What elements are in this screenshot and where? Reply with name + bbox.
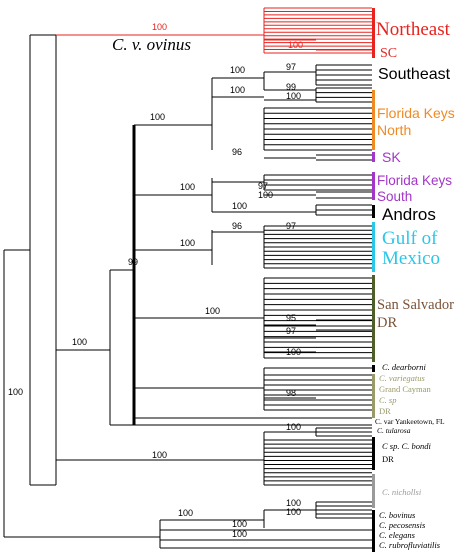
label-tularosa: C. tularosa	[377, 426, 411, 435]
tree-branches	[3, 7, 372, 549]
clade-bars	[372, 8, 375, 552]
support-bovinus_b: 100	[286, 507, 301, 517]
support-fks_100: 100	[258, 190, 273, 200]
label-ovinus: C. v. ovinus	[112, 35, 191, 54]
label-dr-small: DR	[379, 406, 391, 416]
support-ss_100: 100	[286, 347, 301, 357]
support-bovinus_a: 100	[286, 498, 301, 508]
support-fkn_a: 100	[230, 85, 245, 95]
label-andros: Andros	[382, 205, 436, 224]
bar-bondi	[372, 437, 375, 470]
support-southeast_a: 100	[230, 65, 245, 75]
support-sk_96: 96	[232, 147, 242, 157]
bar-dearborni	[372, 365, 375, 372]
label-fks-2: South	[377, 189, 412, 204]
bar-florida-keys-south	[372, 172, 375, 200]
bar-san-salvador	[372, 275, 375, 362]
bar-florida-keys-north	[372, 90, 375, 150]
label-fkn-1: Florida Keys	[377, 105, 455, 121]
bar-sk	[372, 152, 375, 162]
label-nichollsi: C. nichollsi	[382, 487, 422, 497]
label-sc: SC	[380, 46, 397, 61]
label-variegatus: C. variegatus	[379, 373, 425, 383]
bar-bottom	[372, 510, 375, 552]
label-sk: SK	[382, 149, 401, 165]
support-ss_97: 97	[286, 326, 296, 336]
support-gulf_96: 96	[232, 221, 242, 231]
support-clade_main: 100	[72, 337, 87, 347]
label-gulf-2: Mexico	[382, 248, 440, 269]
bar-grand-cayman	[372, 374, 375, 418]
support-bottom_main: 100	[178, 508, 193, 518]
label-elegans: C. elegans	[379, 530, 416, 540]
label-fks-1: Florida Keys	[377, 173, 452, 188]
support-southeast_b: 97	[286, 62, 296, 72]
label-gulf-1: Gulf of	[382, 228, 438, 249]
support-root: 100	[8, 387, 23, 397]
label-northeast: Northeast	[376, 19, 451, 40]
support-ss_main: 100	[205, 306, 220, 316]
support-gulf_main: 100	[180, 238, 195, 248]
label-c-sp: C. sp	[379, 395, 396, 405]
support-sc: 100	[288, 40, 303, 50]
support-ss_95: 95	[286, 313, 296, 323]
support-fkn_main: 100	[150, 112, 165, 122]
label-rubrofluviatilis: C. rubrofluviatilis	[379, 540, 441, 550]
label-pecosensis: C. pecosensis	[379, 520, 426, 530]
label-ss-1: San Salvador	[377, 297, 454, 313]
support-fks_97: 97	[258, 181, 268, 191]
support-fks_main: 100	[180, 182, 195, 192]
bar-northeast	[372, 8, 375, 58]
support-fkn_b: 99	[286, 82, 296, 92]
support-fkn_c: 100	[286, 91, 301, 101]
support-andros: 100	[232, 201, 247, 211]
support-pecos: 100	[232, 519, 247, 529]
support-northeast: 100	[152, 22, 167, 32]
label-dearborni: C. dearborni	[382, 362, 427, 372]
label-southeast: Southeast	[378, 66, 451, 83]
bar-andros	[372, 205, 375, 218]
label-ss-2: DR	[377, 315, 397, 331]
support-bondi_main: 100	[152, 450, 167, 460]
support-clade_99: 99	[128, 257, 138, 267]
clade-labels: C. v. ovinus Northeast SC Southeast Flor…	[112, 19, 455, 550]
support-bondi_top: 100	[286, 422, 301, 432]
label-grand-cayman: Grand Cayman	[379, 384, 431, 394]
support-gulf_97: 97	[286, 221, 296, 231]
bar-nichollsi	[372, 474, 375, 508]
label-fkn-2: North	[377, 122, 411, 138]
label-yankeetown: C. var Yankeetown, FL	[375, 417, 445, 426]
label-bondi-2: DR	[382, 454, 394, 464]
label-bondi-1: C sp. C. bondi	[382, 441, 432, 451]
label-bovinus: C. bovinus	[379, 510, 416, 520]
bar-gulf	[372, 222, 375, 272]
support-elegans: 100	[232, 529, 247, 539]
support-cayman_98: 98	[286, 388, 296, 398]
